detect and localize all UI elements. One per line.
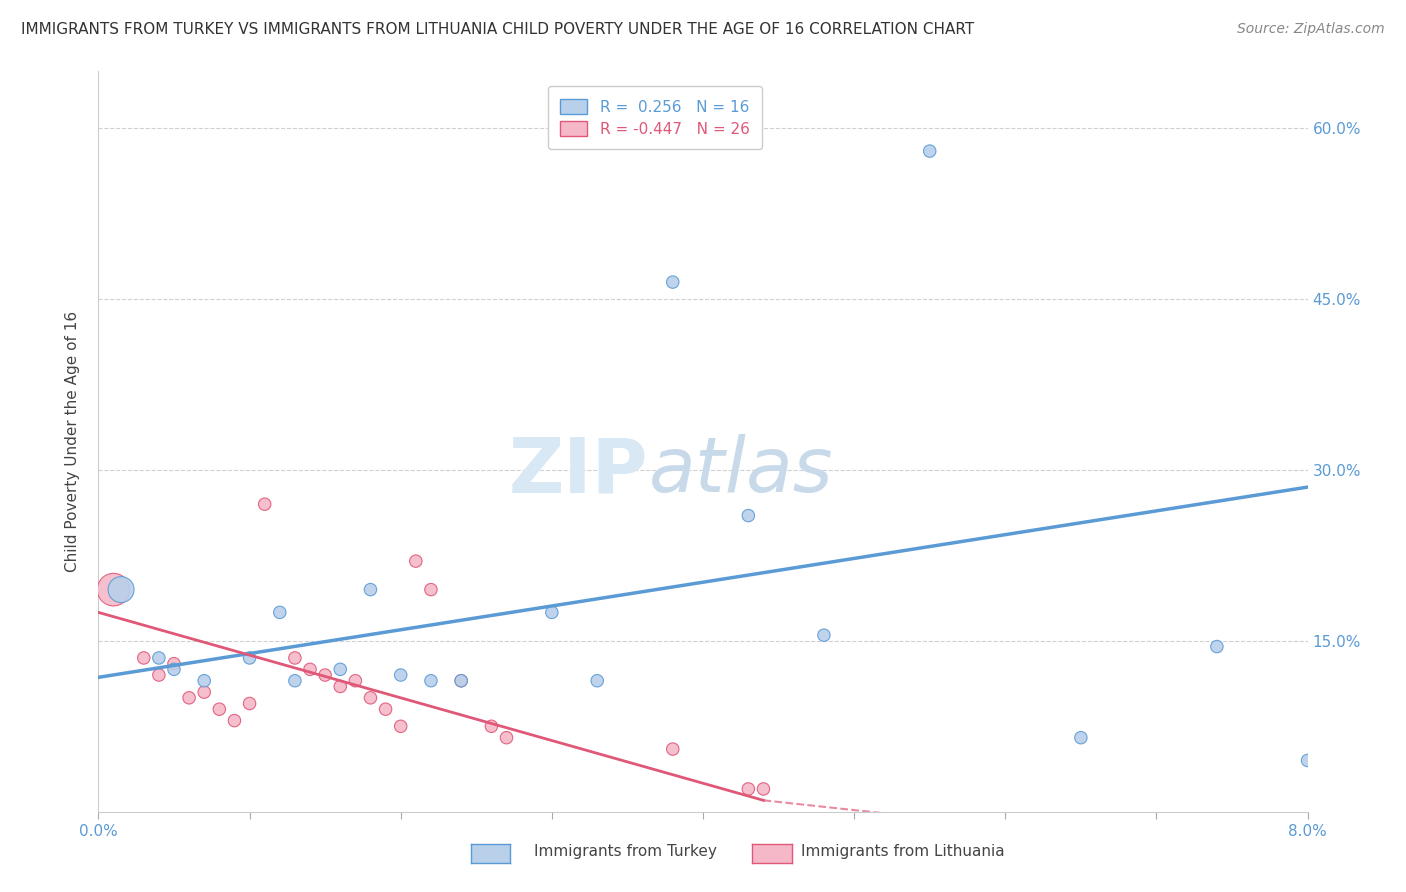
Point — [148, 651, 170, 665]
Point — [1070, 731, 1092, 745]
Text: Immigrants from Turkey: Immigrants from Turkey — [534, 845, 717, 859]
Point — [1296, 754, 1319, 768]
Point — [481, 719, 503, 733]
Text: IMMIGRANTS FROM TURKEY VS IMMIGRANTS FROM LITHUANIA CHILD POVERTY UNDER THE AGE : IMMIGRANTS FROM TURKEY VS IMMIGRANTS FRO… — [21, 22, 974, 37]
Y-axis label: Child Poverty Under the Age of 16: Child Poverty Under the Age of 16 — [65, 311, 80, 572]
Point — [661, 742, 683, 756]
Point — [1206, 640, 1229, 654]
Legend: R =  0.256   N = 16, R = -0.447   N = 26: R = 0.256 N = 16, R = -0.447 N = 26 — [547, 87, 762, 149]
Point — [110, 582, 132, 597]
Point — [813, 628, 835, 642]
Point — [193, 685, 215, 699]
Point — [586, 673, 609, 688]
Point — [224, 714, 246, 728]
Point — [208, 702, 231, 716]
Point — [389, 719, 412, 733]
Point — [314, 668, 336, 682]
Point — [737, 781, 759, 796]
Point — [239, 651, 262, 665]
Point — [420, 582, 443, 597]
Point — [360, 690, 382, 705]
Point — [374, 702, 396, 716]
Point — [661, 275, 683, 289]
Point — [284, 651, 307, 665]
Point — [360, 582, 382, 597]
Text: Source: ZipAtlas.com: Source: ZipAtlas.com — [1237, 22, 1385, 37]
Point — [752, 781, 775, 796]
Point — [132, 651, 155, 665]
Point — [103, 582, 125, 597]
Point — [253, 497, 276, 511]
Point — [179, 690, 201, 705]
Text: ZIP: ZIP — [509, 434, 648, 508]
Point — [329, 662, 352, 676]
Point — [737, 508, 759, 523]
Point — [918, 144, 941, 158]
Point — [450, 673, 472, 688]
Point — [163, 662, 186, 676]
Point — [148, 668, 170, 682]
Point — [163, 657, 186, 671]
Text: Immigrants from Lithuania: Immigrants from Lithuania — [801, 845, 1005, 859]
Text: atlas: atlas — [648, 434, 834, 508]
Point — [389, 668, 412, 682]
Point — [420, 673, 443, 688]
Point — [540, 606, 562, 620]
Point — [405, 554, 427, 568]
Point — [299, 662, 322, 676]
Point — [193, 673, 215, 688]
Point — [284, 673, 307, 688]
Point — [495, 731, 517, 745]
Point — [239, 697, 262, 711]
Point — [450, 673, 472, 688]
Point — [329, 680, 352, 694]
Point — [344, 673, 367, 688]
Point — [269, 606, 291, 620]
